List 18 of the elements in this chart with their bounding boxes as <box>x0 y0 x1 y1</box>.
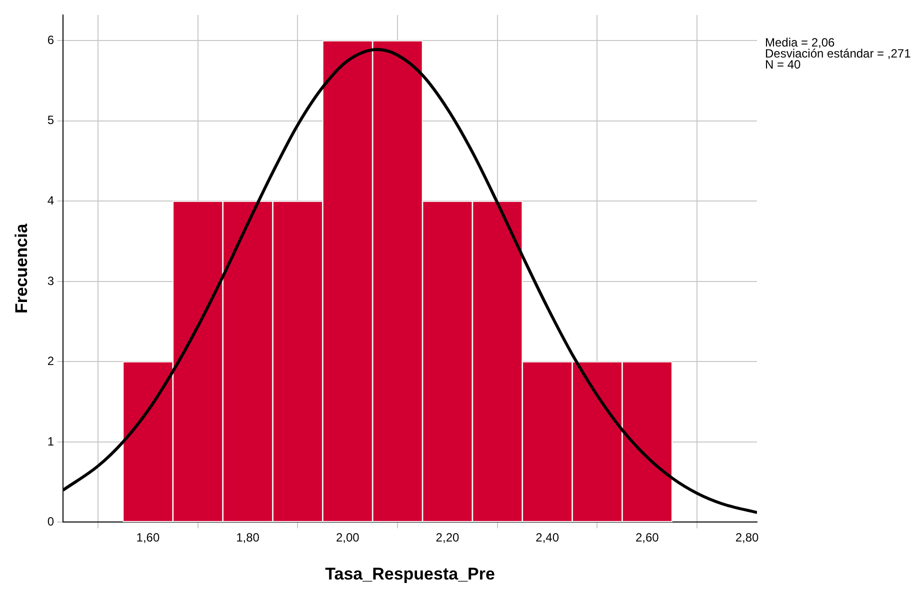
y-tick-label: 3 <box>47 274 54 288</box>
x-tick-label: 2,80 <box>735 530 760 545</box>
y-tick-label: 5 <box>47 113 54 128</box>
x-tick-label: 2,60 <box>635 530 660 545</box>
x-tick-label: 2,20 <box>436 530 460 545</box>
x-tick-label: 1,60 <box>136 530 160 545</box>
x-tick-label: 2,00 <box>336 530 360 545</box>
y-tick-label: 0 <box>47 514 54 529</box>
x-tick-label: 2,40 <box>536 530 560 545</box>
y-tick-label: 4 <box>47 194 54 208</box>
x-tick-label: 1,80 <box>236 530 260 545</box>
y-tick-label: 2 <box>47 354 54 368</box>
y-tick-label: 1 <box>47 434 54 448</box>
x-axis-title: Tasa_Respuesta_Pre <box>325 564 495 584</box>
y-axis-title: Frecuencia <box>12 223 31 314</box>
text: N = 40 <box>765 57 802 72</box>
y-tick-label: 6 <box>47 32 54 47</box>
text: Media = 2,06 <box>765 35 836 50</box>
